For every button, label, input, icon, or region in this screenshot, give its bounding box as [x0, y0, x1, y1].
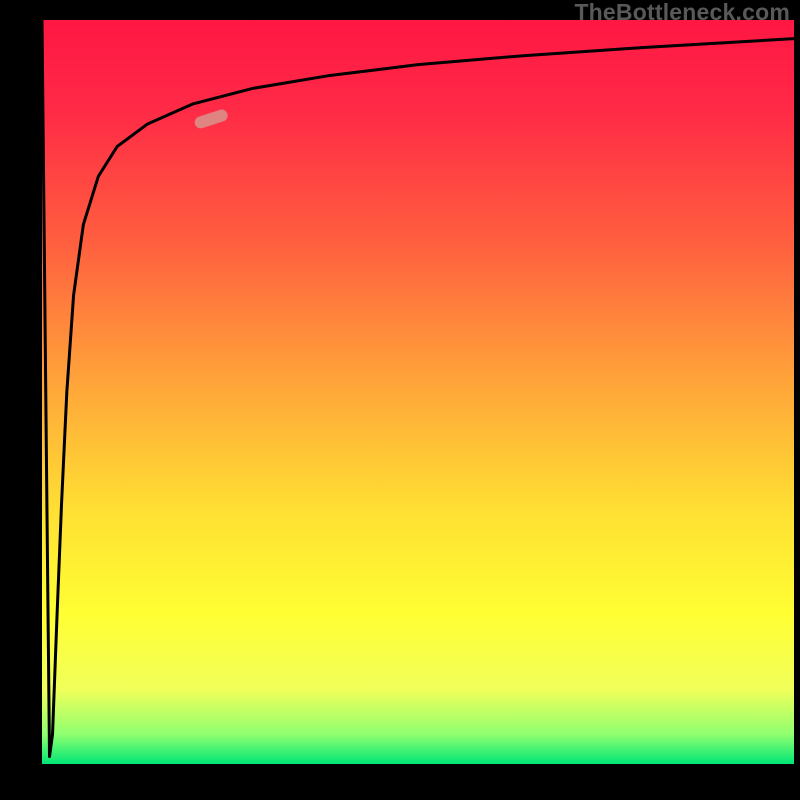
- bottleneck-curve: [42, 20, 794, 757]
- canvas: TheBottleneck.com: [0, 0, 800, 800]
- plot-area: [42, 20, 794, 764]
- watermark-text: TheBottleneck.com: [574, 0, 790, 26]
- curve-marker: [193, 108, 229, 130]
- curve-svg: [42, 20, 794, 764]
